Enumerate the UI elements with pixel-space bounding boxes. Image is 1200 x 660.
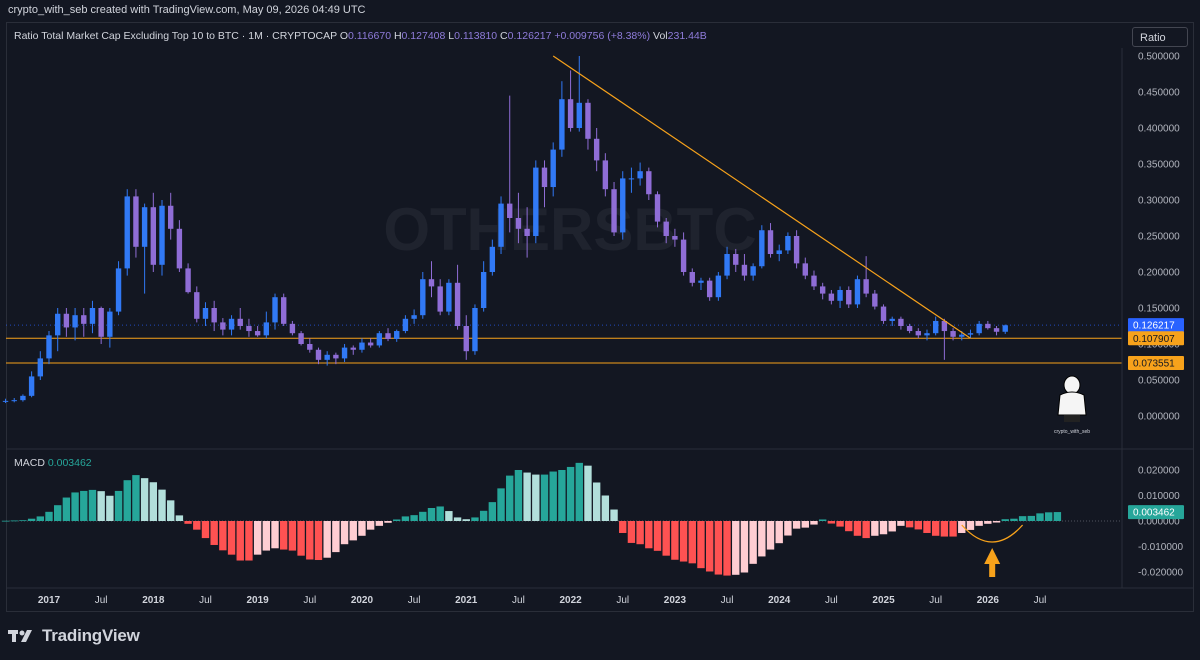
tradingview-footer: TradingView: [8, 626, 140, 646]
open-label: O: [339, 30, 349, 42]
macd-value: 0.003462: [47, 457, 92, 469]
symbol-title[interactable]: Ratio Total Market Cap Excluding Top 10 …: [14, 30, 337, 42]
close-value: 0.126217: [507, 30, 552, 42]
low-value: 0.113810: [454, 30, 498, 42]
change-value: +0.009756 (+8.38%): [554, 30, 651, 42]
volume-value: 231.44B: [667, 30, 707, 42]
ratio-button[interactable]: Ratio: [1132, 27, 1188, 47]
tradingview-logo-icon: [8, 630, 32, 642]
macd-legend: MACD 0.003462: [14, 457, 92, 469]
high-label: H: [393, 30, 402, 42]
tradingview-brand: TradingView: [42, 626, 140, 645]
symbol-legend: Ratio Total Market Cap Excluding Top 10 …: [14, 30, 707, 42]
high-value: 0.127408: [401, 30, 446, 42]
chart-credit: crypto_with_seb created with TradingView…: [8, 4, 366, 16]
close-label: C: [500, 30, 508, 42]
open-value: 0.116670: [348, 30, 392, 42]
low-label: L: [448, 30, 455, 42]
macd-label: MACD: [14, 457, 45, 469]
volume-label: Vol: [653, 30, 668, 42]
chart-frame: [6, 22, 1194, 612]
